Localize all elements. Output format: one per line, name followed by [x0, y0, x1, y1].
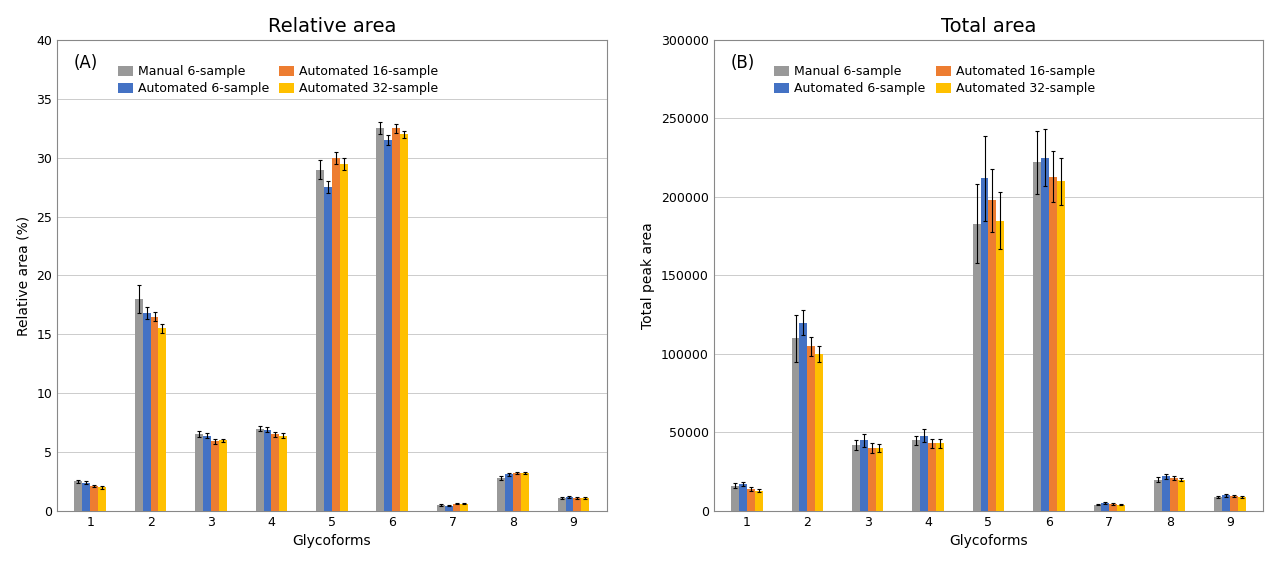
Bar — [436, 505, 444, 511]
Bar — [1102, 503, 1110, 511]
Bar — [1110, 504, 1117, 511]
Bar — [376, 128, 384, 511]
Bar — [271, 434, 279, 511]
Bar — [1041, 158, 1048, 511]
Bar — [791, 338, 800, 511]
Bar — [264, 430, 271, 511]
Bar — [1033, 163, 1041, 511]
Bar — [928, 444, 936, 511]
Bar — [566, 497, 573, 511]
Title: Relative area: Relative area — [268, 16, 396, 36]
Bar — [453, 504, 461, 511]
Bar — [74, 481, 82, 511]
Bar — [1093, 505, 1102, 511]
Bar — [868, 448, 876, 511]
Bar — [521, 473, 529, 511]
Title: Total area: Total area — [941, 16, 1037, 36]
Bar — [1238, 497, 1245, 511]
Bar — [204, 436, 211, 511]
Legend: Manual 6-sample, Automated 6-sample, Automated 16-sample, Automated 32-sample: Manual 6-sample, Automated 6-sample, Aut… — [113, 60, 443, 100]
X-axis label: Glycoforms: Glycoforms — [950, 534, 1028, 549]
Bar — [151, 316, 159, 511]
Bar — [339, 164, 347, 511]
Text: (B): (B) — [730, 54, 754, 72]
Bar — [256, 428, 264, 511]
Bar — [731, 486, 739, 511]
Bar — [920, 436, 928, 511]
Bar — [936, 444, 943, 511]
Bar — [980, 178, 988, 511]
Y-axis label: Relative area (%): Relative area (%) — [17, 215, 31, 336]
Bar — [384, 140, 392, 511]
Text: (A): (A) — [73, 54, 97, 72]
Bar — [973, 224, 980, 511]
Legend: Manual 6-sample, Automated 6-sample, Automated 16-sample, Automated 32-sample: Manual 6-sample, Automated 6-sample, Aut… — [769, 60, 1100, 100]
Bar — [988, 200, 996, 511]
Bar — [815, 354, 823, 511]
Bar — [82, 483, 90, 511]
Bar — [211, 441, 219, 511]
Bar — [852, 445, 860, 511]
Bar — [444, 506, 453, 511]
Bar — [1178, 480, 1185, 511]
Bar — [1057, 181, 1065, 511]
Bar — [746, 489, 755, 511]
Bar — [1222, 495, 1230, 511]
Bar — [1215, 497, 1222, 511]
Bar — [279, 436, 287, 511]
Bar — [134, 299, 143, 511]
Bar — [573, 498, 581, 511]
Bar — [1170, 478, 1178, 511]
Bar — [332, 158, 339, 511]
Bar — [808, 346, 815, 511]
Bar — [876, 448, 883, 511]
Bar — [392, 128, 401, 511]
Bar — [401, 134, 408, 511]
Bar — [913, 440, 920, 511]
Bar — [1117, 505, 1125, 511]
Bar — [1048, 177, 1057, 511]
Bar — [498, 478, 506, 511]
Bar — [1162, 476, 1170, 511]
Bar — [860, 440, 868, 511]
Bar — [196, 434, 204, 511]
Bar — [143, 313, 151, 511]
Bar — [316, 170, 324, 511]
Bar — [219, 440, 227, 511]
Bar — [1155, 480, 1162, 511]
Bar — [581, 498, 589, 511]
Bar — [1230, 496, 1238, 511]
Bar — [755, 490, 763, 511]
Bar — [324, 187, 332, 511]
Bar — [506, 475, 513, 511]
Bar — [996, 220, 1005, 511]
Bar — [739, 484, 746, 511]
Bar — [800, 323, 808, 511]
Y-axis label: Total peak area: Total peak area — [641, 222, 655, 329]
Bar — [99, 488, 106, 511]
Bar — [461, 504, 468, 511]
Bar — [159, 328, 166, 511]
Bar — [90, 486, 99, 511]
X-axis label: Glycoforms: Glycoforms — [293, 534, 371, 549]
Bar — [513, 473, 521, 511]
Bar — [558, 498, 566, 511]
